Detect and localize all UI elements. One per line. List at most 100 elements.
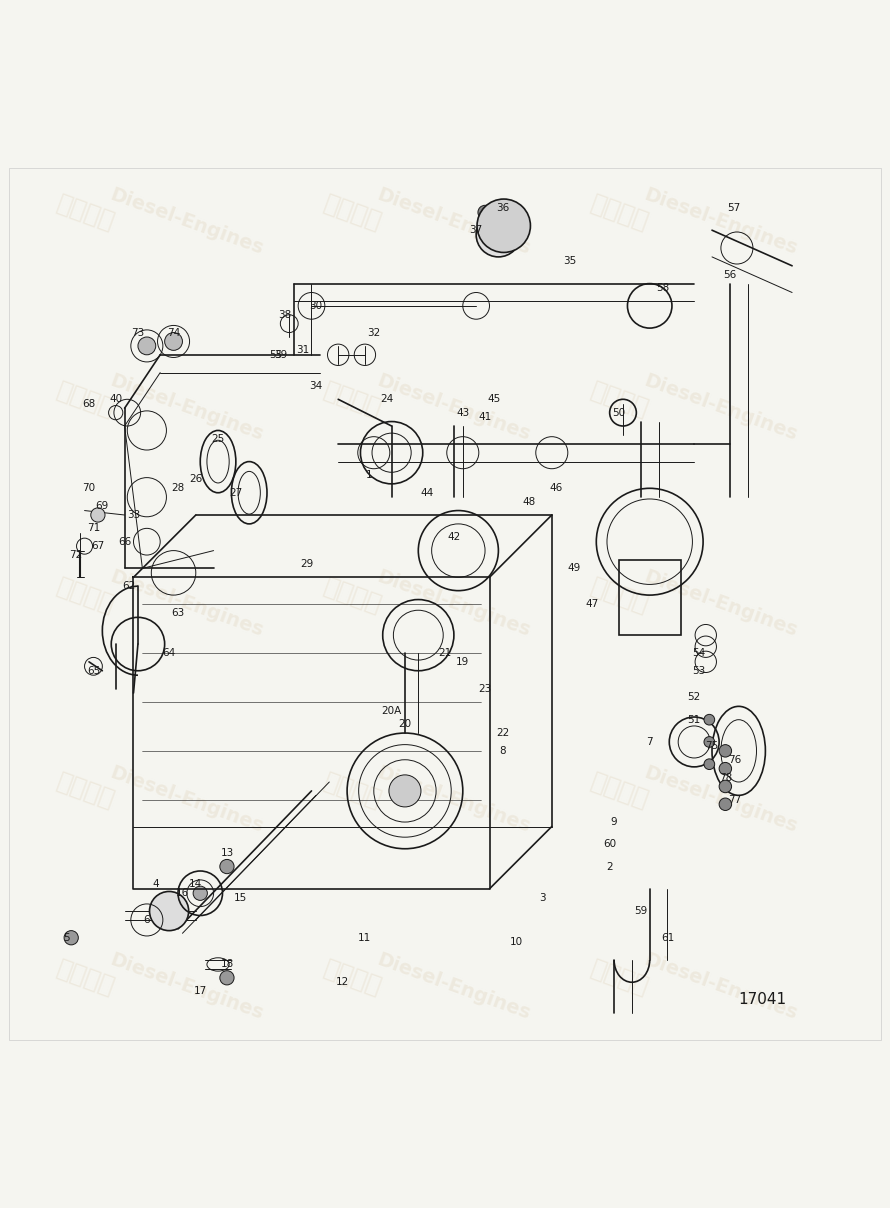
Text: Diesel-Engines: Diesel-Engines: [641, 372, 799, 445]
Text: 紫发动力: 紫发动力: [587, 378, 652, 420]
Text: 51: 51: [688, 715, 700, 725]
Text: 62: 62: [123, 581, 135, 591]
Text: 71: 71: [87, 523, 100, 534]
Text: 50: 50: [612, 407, 625, 418]
Text: Diesel-Engines: Diesel-Engines: [107, 372, 265, 445]
Text: 27: 27: [230, 488, 242, 498]
Text: 64: 64: [163, 647, 175, 658]
Text: 21: 21: [439, 647, 451, 658]
Circle shape: [389, 774, 421, 807]
Text: 紫发动力: 紫发动力: [587, 574, 652, 616]
Text: 69: 69: [96, 501, 109, 511]
Text: 39: 39: [274, 350, 287, 360]
Text: 紫发动力: 紫发动力: [320, 957, 385, 999]
Text: 25: 25: [212, 435, 224, 445]
Text: 78: 78: [719, 773, 732, 783]
Text: 68: 68: [83, 399, 95, 408]
Text: 53: 53: [692, 666, 705, 675]
Text: Diesel-Engines: Diesel-Engines: [107, 185, 265, 259]
Circle shape: [220, 859, 234, 873]
Text: 35: 35: [563, 256, 576, 266]
Text: 49: 49: [568, 563, 580, 574]
Text: 5: 5: [63, 933, 70, 942]
Text: 13: 13: [221, 848, 233, 858]
Text: 72: 72: [69, 550, 82, 561]
Text: Diesel-Engines: Diesel-Engines: [374, 949, 532, 1023]
Text: 74: 74: [167, 327, 180, 337]
Circle shape: [704, 714, 715, 725]
Text: 65: 65: [87, 666, 100, 675]
Text: 9: 9: [611, 817, 618, 827]
Text: 紫发动力: 紫发动力: [320, 378, 385, 420]
Text: 10: 10: [510, 937, 522, 947]
Text: 20: 20: [399, 719, 411, 730]
Text: 紫发动力: 紫发动力: [587, 957, 652, 999]
Text: 44: 44: [421, 488, 433, 498]
Text: Diesel-Engines: Diesel-Engines: [107, 568, 265, 640]
Text: Diesel-Engines: Diesel-Engines: [107, 763, 265, 836]
Text: Diesel-Engines: Diesel-Engines: [641, 949, 799, 1023]
Text: 57: 57: [728, 203, 740, 213]
Circle shape: [704, 737, 715, 748]
Text: 18: 18: [221, 959, 233, 970]
Text: Diesel-Engines: Diesel-Engines: [374, 568, 532, 640]
Text: 紫发动力: 紫发动力: [53, 574, 118, 616]
Text: 26: 26: [190, 475, 202, 484]
Text: 76: 76: [728, 755, 740, 765]
Circle shape: [478, 205, 492, 220]
Text: 17041: 17041: [739, 992, 787, 1006]
Text: 紫发动力: 紫发动力: [53, 957, 118, 999]
Text: 42: 42: [448, 533, 460, 542]
Text: 30: 30: [310, 301, 322, 310]
Text: 23: 23: [479, 684, 491, 693]
Text: 紫发动力: 紫发动力: [320, 769, 385, 813]
Text: 24: 24: [381, 394, 393, 405]
Text: 31: 31: [296, 345, 309, 355]
Circle shape: [719, 744, 732, 757]
Text: 20A: 20A: [382, 705, 401, 716]
Bar: [619, 559, 681, 635]
Text: 67: 67: [92, 541, 104, 551]
Text: 8: 8: [499, 745, 506, 756]
Text: 54: 54: [692, 647, 705, 658]
Circle shape: [165, 332, 182, 350]
Circle shape: [193, 887, 207, 900]
Text: 32: 32: [368, 327, 380, 337]
Text: 58: 58: [657, 283, 669, 294]
Text: 56: 56: [724, 269, 736, 280]
Circle shape: [719, 780, 732, 792]
Text: 紫发动力: 紫发动力: [320, 191, 385, 234]
Circle shape: [138, 337, 156, 355]
Text: 29: 29: [301, 559, 313, 569]
Text: 46: 46: [550, 483, 562, 493]
Text: Diesel-Engines: Diesel-Engines: [374, 372, 532, 445]
Text: 紫发动力: 紫发动力: [587, 191, 652, 234]
Text: 16: 16: [176, 888, 189, 899]
Text: Diesel-Engines: Diesel-Engines: [641, 185, 799, 259]
Text: Diesel-Engines: Diesel-Engines: [641, 763, 799, 836]
Text: 22: 22: [497, 728, 509, 738]
Text: 73: 73: [132, 327, 144, 337]
Text: 66: 66: [118, 536, 131, 547]
Text: 61: 61: [661, 933, 674, 942]
Circle shape: [719, 798, 732, 811]
Circle shape: [150, 892, 189, 930]
Text: 12: 12: [336, 977, 349, 987]
Text: 38: 38: [279, 309, 291, 320]
Text: 14: 14: [190, 879, 202, 889]
Text: 60: 60: [603, 840, 616, 849]
Text: 紫发动力: 紫发动力: [587, 769, 652, 813]
Text: 52: 52: [688, 692, 700, 702]
Text: 紫发动力: 紫发动力: [53, 769, 118, 813]
Text: 15: 15: [234, 893, 247, 902]
Text: Diesel-Engines: Diesel-Engines: [374, 763, 532, 836]
Text: 45: 45: [488, 394, 500, 405]
Text: 33: 33: [127, 510, 140, 519]
Text: Diesel-Engines: Diesel-Engines: [641, 568, 799, 640]
Text: 55: 55: [270, 350, 282, 360]
Circle shape: [91, 507, 105, 522]
Text: 11: 11: [359, 933, 371, 942]
Text: 70: 70: [83, 483, 95, 493]
Circle shape: [64, 930, 78, 945]
Text: 75: 75: [706, 742, 718, 751]
